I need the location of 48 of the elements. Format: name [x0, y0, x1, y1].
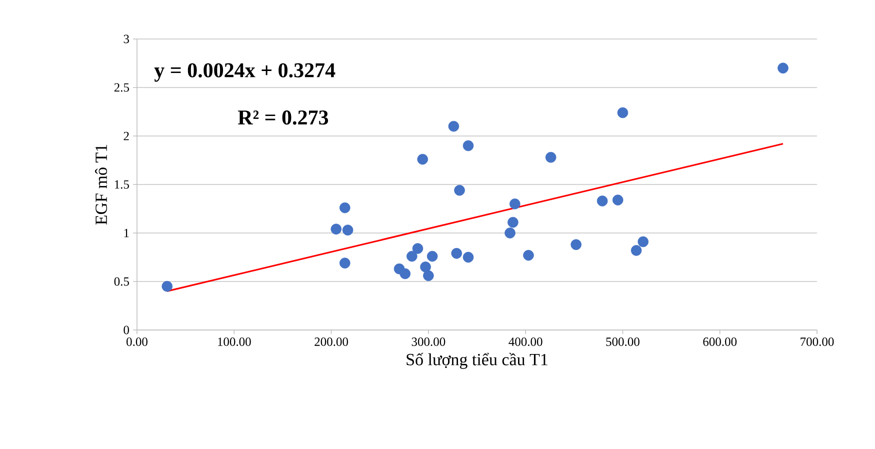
point: [462, 140, 474, 152]
y-tick-label: 3: [124, 34, 129, 44]
point: [570, 239, 582, 250]
point: [423, 270, 434, 282]
point: [330, 224, 342, 235]
point: [617, 107, 628, 118]
annotation: R² = 0.273: [238, 110, 328, 125]
point: [509, 198, 520, 210]
point: [508, 216, 518, 228]
point: [545, 152, 556, 163]
point: [612, 194, 624, 206]
x-tick-label: 400.00: [508, 338, 542, 346]
y-axis-title: EGF mô T1: [95, 144, 108, 225]
y-tick-label: 0.5: [114, 277, 129, 286]
x-tick-label: 600.00: [703, 338, 737, 346]
point: [504, 228, 516, 238]
point: [412, 243, 424, 254]
x-tick-label: 500.00: [606, 338, 640, 346]
y-tick-label: 1.5: [114, 180, 129, 189]
point: [448, 120, 460, 132]
point: [638, 236, 649, 248]
point: [342, 224, 354, 236]
point: [339, 258, 350, 268]
point: [339, 202, 350, 214]
x-tick-label: 0.00: [126, 338, 148, 346]
point: [420, 262, 431, 272]
y-tick-label: 2: [124, 132, 129, 140]
point: [406, 250, 418, 262]
y-tick-label: 2.5: [114, 83, 129, 92]
point: [451, 248, 462, 259]
point: [596, 196, 608, 206]
point: [523, 250, 534, 261]
x-tick-label: 300.00: [412, 338, 446, 346]
point: [462, 252, 474, 263]
annotation: y = 0.0024x + 0.3274: [154, 63, 336, 82]
x-tick-label: 100.00: [218, 338, 251, 346]
point: [400, 268, 411, 280]
point: [778, 62, 788, 74]
point: [417, 154, 428, 165]
x-tick-label: 700.00: [800, 338, 834, 346]
x-tick-label: 200.00: [314, 338, 348, 346]
point: [162, 280, 173, 292]
point: [630, 245, 642, 256]
x-axis-title: Số lượng tiểu cầu T1: [406, 352, 548, 369]
y-tick-label: 1: [124, 228, 129, 238]
point: [454, 184, 465, 196]
point: [426, 250, 438, 262]
y-tick-label: 0: [124, 326, 130, 334]
